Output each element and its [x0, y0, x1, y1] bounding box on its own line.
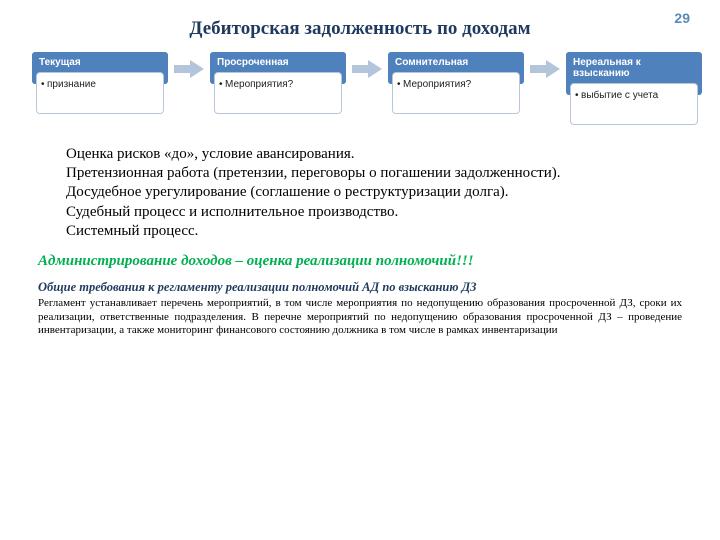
stage-body: Мероприятия? — [214, 72, 342, 114]
flow-arrow — [174, 52, 204, 78]
flow-arrow — [530, 52, 560, 78]
flow-arrow — [352, 52, 382, 78]
page-number: 29 — [674, 10, 690, 26]
body-paragraph: Оценка рисков «до», условие авансировани… — [38, 145, 682, 164]
section-body: Регламент устанавливает перечень меропри… — [38, 297, 682, 338]
body-paragraph: Досудебное урегулирование (соглашение о … — [38, 183, 682, 202]
stage-body: Мероприятия? — [392, 72, 520, 114]
flow-stage: Нереальная к взысканиювыбытие с учета — [566, 52, 702, 125]
body-paragraph: Претензионная работа (претензии, перегов… — [38, 164, 682, 183]
stage-body: признание — [36, 72, 164, 114]
flow-stage: Текущаяпризнание — [32, 52, 168, 114]
flow-stage: СомнительнаяМероприятия? — [388, 52, 524, 114]
body-paragraphs: Оценка рисков «до», условие авансировани… — [38, 145, 682, 241]
flow-stage: ПросроченнаяМероприятия? — [210, 52, 346, 114]
page-title: Дебиторская задолженность по доходам — [38, 18, 682, 40]
stage-body: выбытие с учета — [570, 83, 698, 125]
body-paragraph: Судебный процесс и исполнительное произв… — [38, 203, 682, 222]
body-paragraph: Системный процесс. — [38, 222, 682, 241]
highlight-line: Администрирование доходов – оценка реали… — [38, 253, 682, 270]
section-subhead: Общие требования к регламенту реализации… — [38, 280, 682, 295]
process-flow: Текущаяпризнание ПросроченнаяМероприятия?… — [32, 52, 702, 125]
